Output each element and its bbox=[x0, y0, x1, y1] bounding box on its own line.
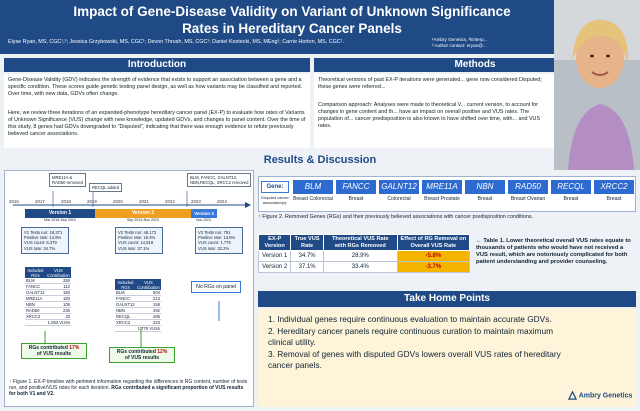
table-row: FANCC 112 bbox=[25, 283, 71, 290]
poster-title-line2: Rates in Hereditary Cancer Panels bbox=[182, 21, 402, 36]
take-home-heading: Take Home Points bbox=[258, 291, 636, 307]
poster-title-line1: Impact of Gene-Disease Validity on Varia… bbox=[73, 4, 511, 19]
list-item: 2. Hereditary cancer panels require cont… bbox=[268, 326, 553, 347]
gene-recql-disease: Breast bbox=[563, 196, 579, 202]
gene-rad50: RAD50 bbox=[508, 180, 548, 194]
version-3-no-rg: No RGs on panel bbox=[191, 281, 241, 293]
gene-mre11a-disease: Breast Prostate bbox=[424, 196, 460, 202]
removed-genes-table: Gene: Disputed cancer association(s): BL… bbox=[258, 176, 636, 212]
version-3-dates: Nov 2023- bbox=[196, 218, 212, 222]
affiliation-1: ¹Ambry Genetics, ²Enterp... bbox=[432, 37, 488, 42]
version-2-total: 1,775 VUSs bbox=[115, 325, 161, 332]
version-2-bar: Version 2 bbox=[95, 209, 191, 218]
timeline-year: 2019 bbox=[87, 199, 97, 204]
introduction-heading: Introduction bbox=[4, 58, 310, 72]
gene-nbn: NBN bbox=[465, 180, 505, 194]
table-row: RAD50 230 bbox=[25, 307, 71, 314]
gene-xrcc2: XRCC2 bbox=[594, 180, 634, 194]
presenter-webcam bbox=[554, 0, 640, 170]
affiliations: ¹Ambry Genetics, ²Enterp... ² Author con… bbox=[432, 37, 572, 49]
author-contact: ² Author contact: eryan@... bbox=[432, 43, 487, 48]
timeline-note-recql: RECQL added bbox=[89, 183, 123, 192]
gene-recql: RECQL bbox=[551, 180, 591, 194]
timeline-arrows bbox=[44, 301, 220, 347]
table-1-caption: ← Table 1. Lower theoretical overall VUS… bbox=[476, 238, 631, 265]
gene-blm: BLM bbox=[293, 180, 333, 194]
version-3-bar: Version 3 bbox=[191, 209, 217, 218]
version-2-rg-table: Included RGs VUS Contribution BLM 504 FANC… bbox=[115, 279, 161, 332]
timeline-note-mre11a-rad50: MRE11A & RAD50 removed bbox=[49, 173, 86, 187]
table-row: BLM 250 bbox=[25, 278, 71, 284]
table-row: Version 1 34.7% 28.9% -5.8% bbox=[257, 250, 471, 262]
timeline-year: 2017 bbox=[35, 199, 45, 204]
table-row: NBN 105 bbox=[25, 301, 71, 308]
version-1-total: 1,063 VUSs bbox=[25, 319, 71, 326]
gene-rad50-disease: Breast Ovarian bbox=[510, 196, 546, 202]
table-row: NBN 292 bbox=[115, 307, 161, 314]
gene-row-label: Gene: bbox=[261, 181, 289, 193]
version-1-dates: Mar 2016-Sep 2019 bbox=[44, 218, 76, 222]
timeline-year: 2024 bbox=[217, 199, 227, 204]
introduction-paragraph-2: Here, we review three iterations of an e… bbox=[8, 110, 306, 137]
version-3-stats: V3 Tests run: 751 Positive rate: 13.6% V… bbox=[195, 227, 243, 254]
table-row: FANCC 213 bbox=[115, 295, 161, 302]
table-row: BLM 504 bbox=[115, 290, 161, 296]
results-heading: Results & Discussion bbox=[263, 154, 377, 166]
timeline-year: 2018 bbox=[61, 199, 71, 204]
version-1-stats: V1 Tests run: 18,371 Positive rate: 14.8… bbox=[21, 227, 69, 254]
presenter-icon bbox=[554, 0, 640, 170]
timeline-note-removed-genes: BLM, FANCC, GALNT12, NBN,RECQL, XRCC2 re… bbox=[187, 173, 252, 187]
timeline-year: 2020 bbox=[113, 199, 123, 204]
gene-galnt12-disease: Colorectal bbox=[387, 196, 411, 202]
ambry-logo-icon bbox=[567, 390, 578, 400]
list-item: 3. Removal of genes with disputed GDVs l… bbox=[268, 349, 561, 370]
timeline-year: 2023 bbox=[191, 199, 201, 204]
gene-fancc-disease: Breast bbox=[348, 196, 364, 202]
version-1-rg-table: Included RGs VUS Contribution BLM 250 FANC… bbox=[25, 267, 71, 326]
table-row: XRCC2 33 bbox=[25, 313, 71, 320]
version-1-bar: Version 1 bbox=[25, 209, 95, 218]
timeline-year: 2021 bbox=[139, 199, 149, 204]
take-home-panel: 1. Individual genes require continuous e… bbox=[258, 309, 636, 407]
authors: Elyse Ryan, MS, CGC¹,²; Jessica Grzybows… bbox=[8, 39, 344, 45]
gene-mre11a: MRE11A bbox=[422, 180, 462, 194]
figure-1-timeline: 2016 2017 2018 2019 2020 2021 2022 2023 … bbox=[4, 170, 254, 407]
version-2-stats: V2 Tests run: 46,172 Positive rate: 15.4… bbox=[115, 227, 163, 254]
table-row: RECQL 285 bbox=[115, 313, 161, 320]
table-row: MRE11A 183 bbox=[25, 295, 71, 302]
figure-1-caption: ↑ Figure 1. EX-P timeline with pertinent… bbox=[9, 379, 248, 398]
version-2-dates: Sep 2019-Nov 2023 bbox=[127, 218, 159, 222]
ambry-logo: Ambry Genetics bbox=[567, 390, 632, 400]
gene-galnt12: GALNT12 bbox=[379, 180, 419, 194]
take-home-list: 1. Individual genes require continuous e… bbox=[268, 314, 568, 372]
list-item: 1. Individual genes require continuous e… bbox=[268, 314, 552, 324]
table-row: GALNT12 150 bbox=[25, 289, 71, 296]
table-row: Version 2 37.1% 33.4% -3.7% bbox=[257, 261, 471, 273]
methods-paragraph-2: Comparison approach: Analyses were made … bbox=[318, 102, 541, 129]
gene-xrcc2-disease: Breast bbox=[606, 196, 622, 202]
timeline-year: 2016 bbox=[9, 199, 19, 204]
introduction-panel: Gene-Disease Validity (GDV) indicates th… bbox=[4, 74, 310, 148]
gene-fancc: FANCC bbox=[336, 180, 376, 194]
gene-blm-disease: Breast Colorectal bbox=[293, 196, 333, 202]
introduction-paragraph-1: Gene-Disease Validity (GDV) indicates th… bbox=[8, 77, 303, 97]
figure-2-caption: ↑ Figure 2. Removed Genes (RGs) and thei… bbox=[258, 214, 534, 220]
table-row: XRCC2 323 bbox=[115, 319, 161, 326]
timeline-year: 2022 bbox=[165, 199, 175, 204]
table-row: GALNT12 158 bbox=[115, 301, 161, 308]
vus-rate-table: EX-P Version True VUS Rate Theoretical V… bbox=[257, 234, 471, 273]
gene-nbn-disease: Breast bbox=[477, 196, 493, 202]
disease-row-label: Disputed cancer association(s): bbox=[261, 196, 289, 205]
poster-header: Impact of Gene-Disease Validity on Varia… bbox=[0, 0, 640, 54]
version-1-rg-summary: RGs contributed 17% of VUS results bbox=[21, 343, 87, 359]
version-2-rg-summary: RGs contributed 12% of VUS results bbox=[109, 347, 175, 363]
methods-paragraph-1: Theoretical versions of past EX-P iterat… bbox=[318, 77, 542, 90]
timeline-axis bbox=[13, 191, 251, 208]
